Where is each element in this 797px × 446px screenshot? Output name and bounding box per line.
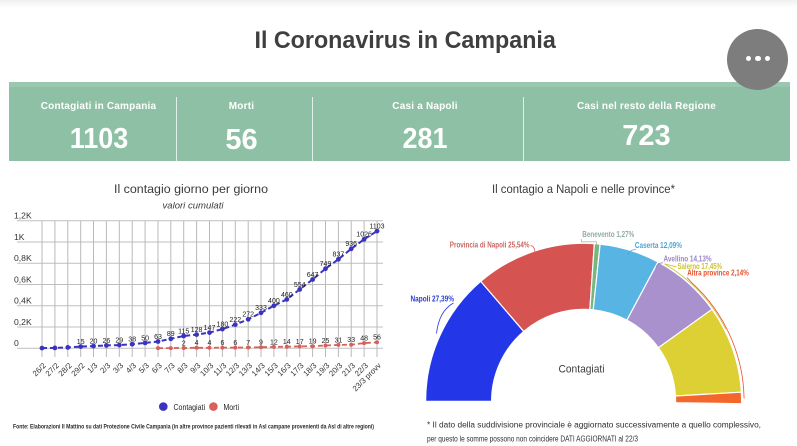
svg-text:Provincia di Napoli 25,54%: Provincia di Napoli 25,54% — [450, 241, 530, 250]
svg-text:14: 14 — [283, 339, 291, 346]
svg-text:6: 6 — [220, 340, 224, 347]
svg-text:12: 12 — [270, 339, 278, 346]
svg-text:400: 400 — [268, 298, 280, 305]
svg-text:272: 272 — [242, 312, 254, 319]
svg-text:1K: 1K — [14, 232, 25, 242]
svg-text:0,2K: 0,2K — [14, 317, 32, 327]
svg-text:749: 749 — [320, 261, 332, 268]
svg-text:1/3: 1/3 — [85, 361, 99, 375]
svg-text:63: 63 — [154, 334, 162, 341]
svg-text:2/3: 2/3 — [98, 361, 112, 375]
svg-text:936: 936 — [345, 241, 357, 248]
svg-text:48: 48 — [360, 336, 368, 343]
svg-text:Contagiati: Contagiati — [174, 402, 206, 412]
svg-text:* Il dato della suddivisione p: * Il dato della suddivisione provinciale… — [427, 421, 761, 430]
svg-text:3/3: 3/3 — [111, 361, 125, 375]
svg-text:Morti: Morti — [224, 402, 240, 412]
svg-text:8/3: 8/3 — [176, 361, 190, 375]
svg-text:Contagiati: Contagiati — [559, 364, 605, 376]
svg-text:2: 2 — [182, 340, 186, 347]
svg-text:7/3: 7/3 — [163, 361, 177, 375]
svg-text:17: 17 — [296, 339, 304, 346]
svg-text:4: 4 — [195, 340, 199, 347]
svg-text:26: 26 — [103, 338, 111, 345]
svg-text:56: 56 — [373, 335, 381, 342]
svg-text:9: 9 — [259, 340, 263, 347]
svg-text:29: 29 — [115, 338, 123, 345]
svg-text:5/3: 5/3 — [137, 361, 151, 375]
svg-text:647: 647 — [307, 272, 319, 279]
svg-text:180: 180 — [217, 322, 229, 329]
svg-text:128: 128 — [191, 327, 203, 334]
svg-text:0,4K: 0,4K — [14, 296, 32, 306]
svg-text:0: 0 — [14, 338, 19, 348]
svg-text:20: 20 — [90, 339, 98, 346]
svg-text:0,6K: 0,6K — [14, 274, 32, 284]
svg-text:4/3: 4/3 — [124, 361, 138, 375]
svg-text:1026: 1026 — [356, 232, 372, 239]
svg-text:460: 460 — [281, 292, 293, 299]
svg-text:Fonte: Elaborazioni Il Mattino: Fonte: Elaborazioni Il Mattino su dati P… — [13, 425, 374, 431]
svg-text:29/2: 29/2 — [70, 361, 87, 378]
svg-text:Il contagio a Napoli e nelle p: Il contagio a Napoli e nelle province* — [492, 182, 675, 196]
svg-text:Salerno 17,45%: Salerno 17,45% — [678, 262, 723, 271]
svg-text:15: 15 — [77, 339, 85, 346]
svg-text:38: 38 — [128, 337, 136, 344]
svg-text:Altra province 2,14%: Altra province 2,14% — [687, 268, 749, 277]
svg-text:31: 31 — [335, 337, 343, 344]
svg-text:7: 7 — [246, 340, 250, 347]
svg-text:554: 554 — [294, 282, 306, 289]
svg-text:19: 19 — [309, 339, 317, 346]
svg-text:837: 837 — [333, 252, 345, 259]
svg-text:115: 115 — [178, 328, 189, 335]
svg-text:Napoli 27,39%: Napoli 27,39% — [411, 295, 455, 304]
svg-text:1103: 1103 — [369, 224, 384, 231]
svg-text:Benevento 1,27%: Benevento 1,27% — [582, 230, 634, 239]
svg-text:0,8K: 0,8K — [14, 253, 32, 263]
svg-text:valori cumulati: valori cumulati — [163, 200, 225, 210]
svg-text:333: 333 — [255, 305, 267, 312]
svg-text:Caserta 12,09%: Caserta 12,09% — [635, 241, 682, 250]
svg-text:33: 33 — [347, 337, 355, 344]
svg-text:222: 222 — [229, 317, 241, 324]
svg-text:89: 89 — [167, 331, 175, 338]
svg-text:per questo le somme possono no: per questo le somme possono non coincide… — [427, 434, 638, 443]
svg-text:Il contagio giorno per giorno: Il contagio giorno per giorno — [114, 182, 268, 196]
svg-text:Avellino 14,13%: Avellino 14,13% — [664, 255, 712, 264]
svg-text:50: 50 — [141, 335, 149, 342]
svg-text:6: 6 — [233, 340, 237, 347]
svg-text:1,2K: 1,2K — [14, 211, 32, 221]
svg-text:25: 25 — [322, 338, 330, 345]
svg-text:147: 147 — [204, 325, 216, 332]
svg-text:6/3: 6/3 — [150, 361, 164, 375]
svg-text:4: 4 — [208, 340, 212, 347]
